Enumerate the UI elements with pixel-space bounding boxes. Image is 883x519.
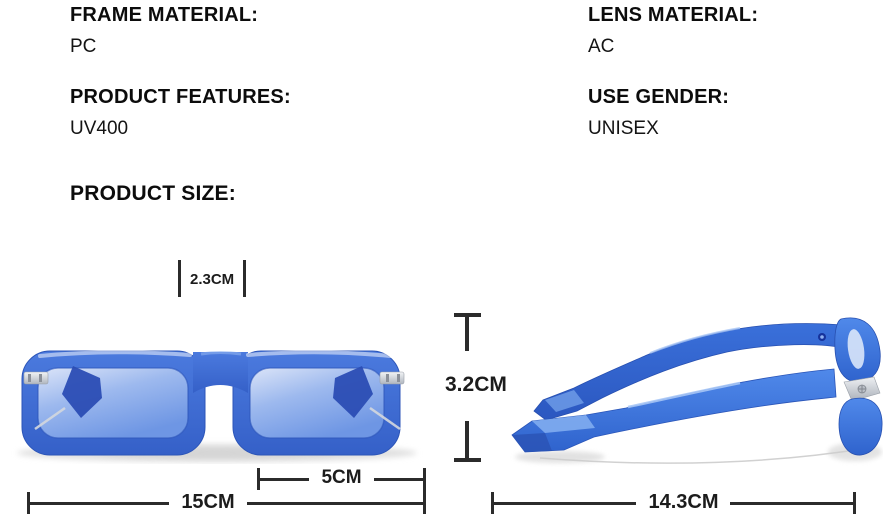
spec-column-left: FRAME MATERIAL: PC PRODUCT FEATURES: UV4… <box>70 4 291 140</box>
rim-lower-lobe <box>838 397 883 456</box>
front-bridge <box>193 352 248 393</box>
temple-wire-right <box>369 406 401 431</box>
frame-material-label: FRAME MATERIAL: <box>70 4 259 26</box>
frame-width-value: 15CM <box>181 490 235 513</box>
temple-screw-center <box>820 335 824 339</box>
rivet-right <box>379 371 405 385</box>
spec-lens-material: LENS MATERIAL: AC <box>588 4 758 58</box>
frame-height-measure: 3.2CM <box>442 313 512 462</box>
lens-width-left-tick <box>257 468 260 490</box>
temple-length-measure: 14.3CM <box>491 490 856 514</box>
hinge-rivets <box>23 371 405 385</box>
spec-frame-material: FRAME MATERIAL: PC <box>70 4 291 58</box>
lens-width-line2 <box>373 477 423 481</box>
frame-width-line <box>30 501 170 505</box>
frame-material-value: PC <box>70 36 97 57</box>
spec-column-right: LENS MATERIAL: AC USE GENDER: UNISEX <box>588 4 758 140</box>
rim-lens-edge <box>847 329 865 369</box>
temple-tip-upper-facet <box>545 390 584 412</box>
temple-length-left-tick <box>491 492 494 514</box>
frame-width-left-tick <box>27 492 30 514</box>
temple-arm-lower <box>511 368 837 453</box>
temple-arm-upper <box>533 323 844 421</box>
use-gender-value: UNISEX <box>588 118 659 139</box>
rivet-left-pin <box>28 374 31 382</box>
bridge-highlight <box>200 351 242 356</box>
use-gender-label: USE GENDER: <box>588 86 730 108</box>
lens-width-right-tick <box>423 468 426 513</box>
product-features-value: UV400 <box>70 118 129 139</box>
product-features-label: PRODUCT FEATURES: <box>70 86 291 108</box>
frame-highlight-right <box>246 350 392 358</box>
lens-material-value: AC <box>588 36 615 57</box>
rivet-left-pin2 <box>39 374 42 382</box>
lens-width-line <box>260 477 310 481</box>
rivet-right-pin <box>386 374 389 382</box>
frame-height-top-seg <box>465 316 469 351</box>
rivet-left <box>23 371 49 385</box>
front-lenses <box>34 366 401 439</box>
temple-lower-highlight <box>627 381 741 409</box>
temple-through-lens-right <box>333 366 373 418</box>
side-view-sunglasses <box>511 317 883 464</box>
lens-width-value: 5CM <box>321 467 362 488</box>
lens-height-measure: 2.3CM <box>178 260 247 297</box>
temple-wire-left <box>34 406 66 431</box>
temple-tip-lower-side <box>512 433 552 452</box>
lens-height-left-tick <box>178 260 181 297</box>
front-rim-profile <box>834 317 883 456</box>
frame-width-measure: 15CM <box>27 490 426 514</box>
frame-height-bottom-bar <box>454 458 481 462</box>
temple-length-right-tick <box>853 492 856 514</box>
lens-height-right-tick <box>243 260 247 297</box>
lens-width-measure: 5CM <box>257 467 426 513</box>
lens-material-label: LENS MATERIAL: <box>588 4 759 26</box>
frame-width-right-tick <box>423 492 426 514</box>
frame-height-bottom-seg <box>465 421 469 459</box>
temple-length-line <box>494 501 637 505</box>
lens-height-value: 2.3CM <box>190 271 235 288</box>
temple-length-value: 14.3CM <box>648 490 719 513</box>
frame-highlight-left <box>38 350 192 358</box>
frame-height-value: 3.2CM <box>445 373 507 396</box>
spec-use-gender: USE GENDER: UNISEX <box>588 86 758 140</box>
lens-left <box>37 367 189 439</box>
front-view-sunglasses <box>17 350 417 462</box>
temple-through-lens-left <box>62 366 102 418</box>
temple-tip-lower-facet <box>532 415 595 433</box>
product-size-heading: PRODUCT SIZE: <box>70 182 236 205</box>
frame-height-top-bar <box>454 313 481 317</box>
temple-upper-highlight <box>649 327 741 354</box>
rivet-right-pin2 <box>397 374 400 382</box>
frame-width-line2 <box>246 501 423 505</box>
spec-product-features: PRODUCT FEATURES: UV400 <box>70 86 291 140</box>
temple-length-line2 <box>730 501 853 505</box>
hinge-screw-slot <box>858 385 866 393</box>
